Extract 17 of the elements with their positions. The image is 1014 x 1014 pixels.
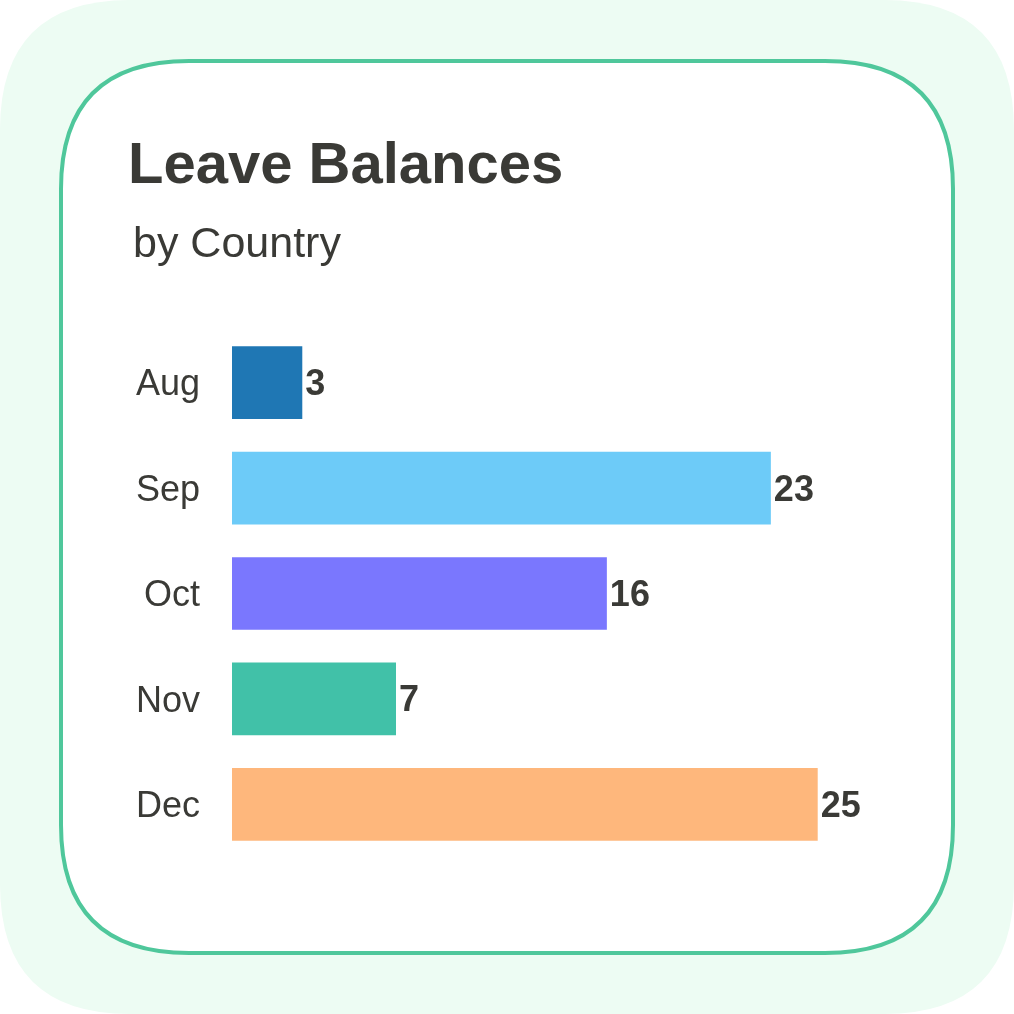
y-tick-label: Sep	[135, 467, 200, 509]
y-tick-label: Nov	[135, 678, 200, 720]
bar	[232, 767, 818, 841]
bar	[232, 557, 607, 630]
data-label: 23	[773, 467, 814, 509]
data-label: 3	[305, 362, 326, 404]
bar	[232, 451, 771, 525]
bar	[232, 346, 303, 420]
chart-title: Leave Balances	[128, 129, 564, 195]
bar	[232, 662, 396, 736]
data-label: 16	[609, 573, 650, 614]
data-label: 25	[820, 783, 861, 825]
y-tick-label: Dec	[135, 783, 200, 825]
data-label: 7	[399, 678, 420, 720]
y-tick-label: Aug	[135, 362, 200, 404]
y-tick-label: Oct	[143, 573, 200, 615]
chart-subtitle: by Country	[133, 218, 342, 266]
